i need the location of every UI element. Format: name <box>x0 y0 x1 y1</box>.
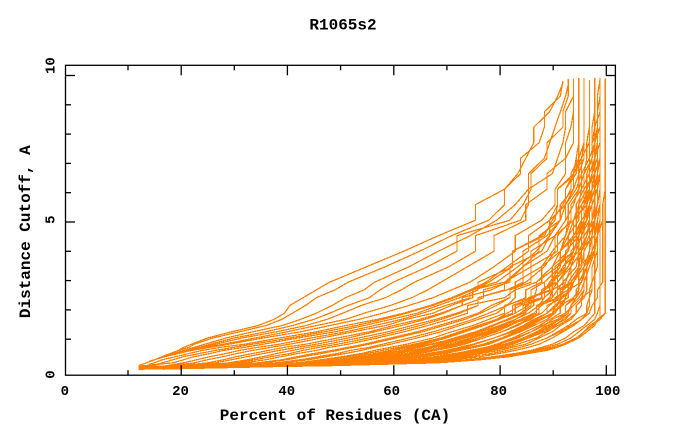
svg-text:10: 10 <box>44 57 60 74</box>
svg-text:60: 60 <box>383 384 400 400</box>
svg-text:0: 0 <box>61 384 69 400</box>
svg-text:0: 0 <box>44 370 60 378</box>
svg-text:R1065s2: R1065s2 <box>309 17 376 35</box>
svg-text:Percent of Residues (CA): Percent of Residues (CA) <box>220 407 450 425</box>
svg-text:5: 5 <box>44 215 60 223</box>
svg-text:80: 80 <box>490 384 507 400</box>
svg-text:Distance Cutoff, A: Distance Cutoff, A <box>17 145 35 318</box>
svg-text:40: 40 <box>278 384 295 400</box>
svg-text:100: 100 <box>595 384 620 400</box>
svg-text:20: 20 <box>172 384 189 400</box>
